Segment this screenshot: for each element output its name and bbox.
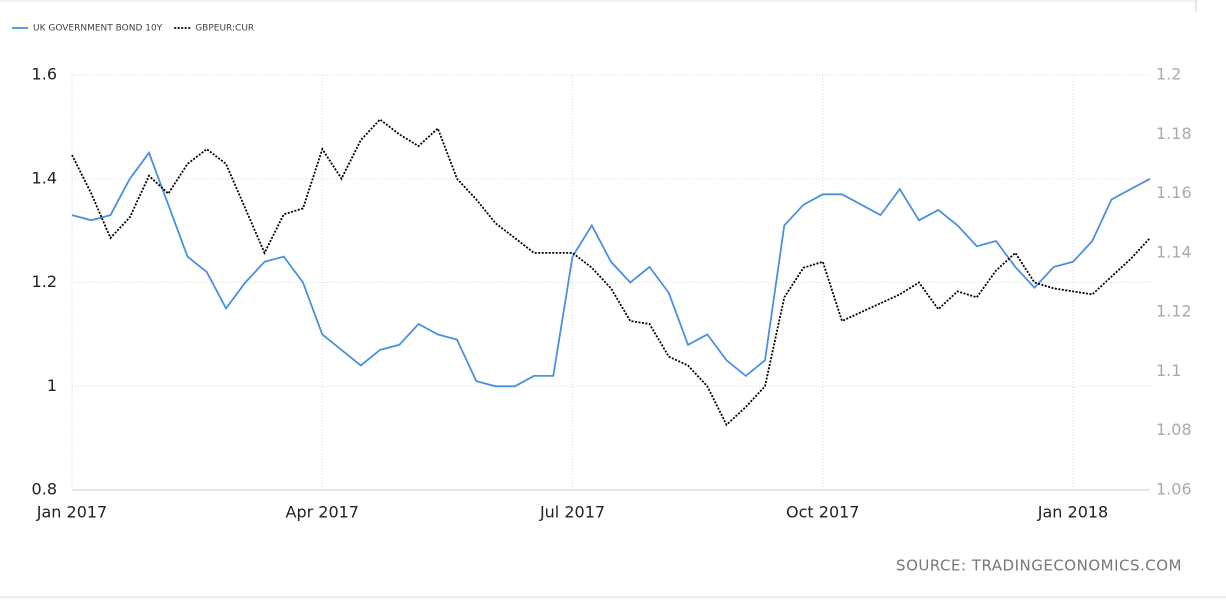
x-tick-label: Jan 2018 bbox=[1037, 503, 1108, 522]
y2-tick-label: 1.18 bbox=[1156, 124, 1192, 143]
y-tick-label: 1.2 bbox=[32, 272, 57, 291]
y2-tick-label: 1.1 bbox=[1156, 361, 1181, 380]
data-line bbox=[71, 150, 1151, 388]
y-tick-label: 0.8 bbox=[32, 480, 57, 499]
x-tick-label: Jan 2017 bbox=[36, 503, 107, 522]
y-tick-label: 1.4 bbox=[32, 168, 57, 187]
y2-tick-label: 1.12 bbox=[1156, 302, 1192, 321]
source: SOURCE: TRADINGECONOMICS.COM bbox=[896, 557, 1182, 575]
legend-label: UK GOVERNMENT BOND 10Y bbox=[33, 24, 163, 34]
y-tick-label: 1.6 bbox=[32, 65, 57, 84]
y2-tick-label: 1.14 bbox=[1156, 242, 1192, 261]
data-line bbox=[71, 118, 1151, 427]
x-tick-label: Apr 2017 bbox=[286, 503, 359, 522]
y-tick-label: 1 bbox=[47, 376, 57, 395]
legend-label: GBPEUR:CUR bbox=[195, 24, 254, 34]
y2-tick-label: 1.2 bbox=[1156, 65, 1181, 84]
y2-tick-label: 1.08 bbox=[1156, 420, 1192, 439]
y2-tick-label: 1.06 bbox=[1156, 480, 1192, 499]
x-tick-label: Jul 2017 bbox=[539, 503, 605, 522]
y2-tick-label: 1.16 bbox=[1156, 183, 1192, 202]
x-tick-label: Oct 2017 bbox=[786, 503, 859, 522]
